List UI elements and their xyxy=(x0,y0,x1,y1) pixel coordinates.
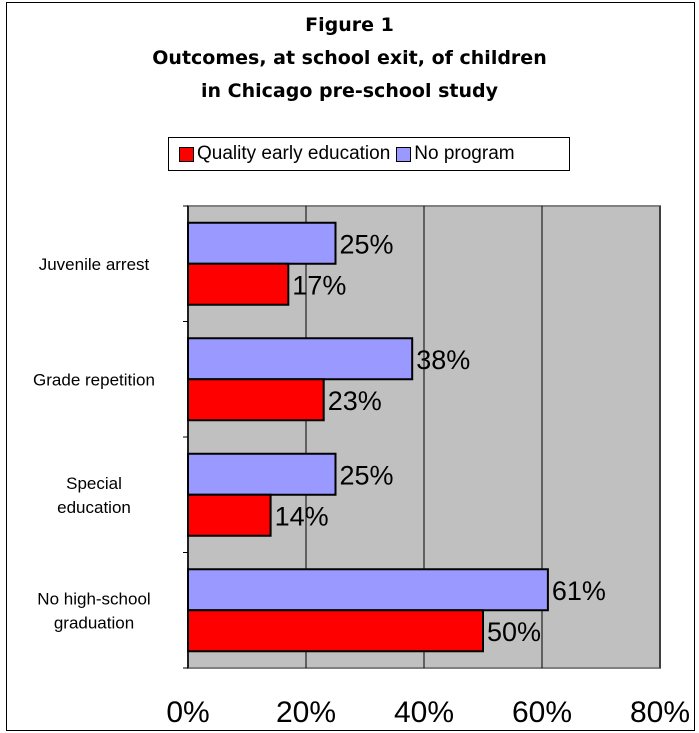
bar-quality-early-education-1 xyxy=(187,378,325,422)
x-tick-label-60: 60% xyxy=(512,696,572,729)
figure-title-line-2: Outcomes, at school exit, of children xyxy=(152,47,547,69)
legend-label-quality: Quality early education xyxy=(197,143,391,164)
figure-title-line-3: in Chicago pre-school study xyxy=(201,80,498,102)
bar-quality-early-education-3 xyxy=(187,609,484,653)
category-label-3-0: No high-school xyxy=(37,589,150,608)
data-label-no-program-3: 61% xyxy=(552,576,606,606)
category-label-1-0: Grade repetition xyxy=(33,370,155,389)
data-label-no-program-2: 25% xyxy=(340,460,394,490)
x-tick-label-40: 40% xyxy=(394,696,454,729)
x-tick-label-0: 0% xyxy=(166,696,209,729)
data-label-quality-early-education-0: 17% xyxy=(292,270,346,300)
x-tick-label-20: 20% xyxy=(276,696,336,729)
data-label-quality-early-education-1: 23% xyxy=(328,386,382,416)
legend-item-quality: Quality early education xyxy=(179,143,390,165)
category-label-2-1: education xyxy=(57,498,131,517)
figure-title-line-1: Figure 1 xyxy=(305,14,394,36)
data-label-no-program-0: 25% xyxy=(340,229,394,259)
bar-no-program-1 xyxy=(187,337,414,381)
category-label-0-0: Juvenile arrest xyxy=(39,255,150,274)
data-label-quality-early-education-3: 50% xyxy=(487,617,541,647)
category-label-3-1: graduation xyxy=(54,613,134,632)
bar-quality-early-education-2 xyxy=(187,493,272,537)
legend-swatch-no-program xyxy=(396,146,412,162)
bar-no-program-2 xyxy=(187,452,337,496)
chart-legend: Quality early education No program xyxy=(168,137,570,171)
legend-item-no-program: No program xyxy=(396,143,515,165)
data-label-no-program-1: 38% xyxy=(416,345,470,375)
bar-no-program-3 xyxy=(187,568,549,612)
legend-swatch-quality xyxy=(179,146,194,162)
bar-quality-early-education-0 xyxy=(187,262,290,306)
legend-label-no-program: No program xyxy=(414,143,515,164)
bar-no-program-0 xyxy=(187,221,337,265)
data-label-quality-early-education-2: 14% xyxy=(275,501,329,531)
category-label-2-0: Special xyxy=(66,474,122,493)
x-tick-label-80: 80% xyxy=(630,696,690,729)
